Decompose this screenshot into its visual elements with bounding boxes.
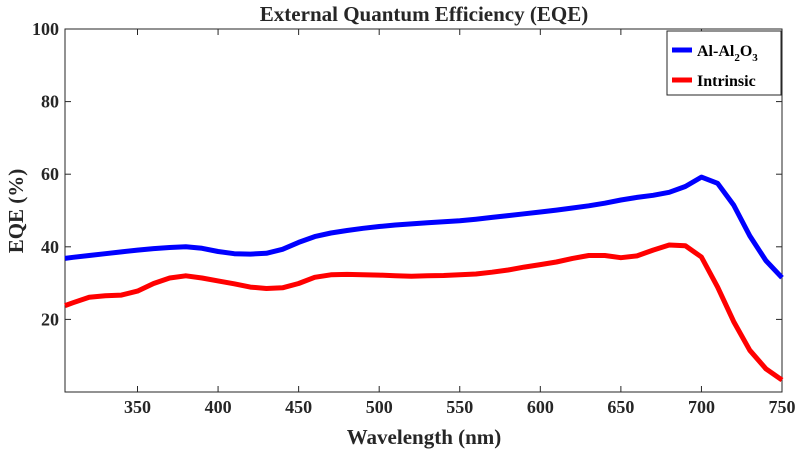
plot-frame <box>64 28 783 393</box>
x-tick-label: 600 <box>527 397 554 417</box>
legend-box <box>666 30 782 96</box>
x-tick-label: 400 <box>205 397 232 417</box>
legend: Al-Al2O3 Intrinsic <box>666 30 782 96</box>
x-tick-label: 450 <box>285 397 312 417</box>
x-tick-label: 550 <box>446 397 473 417</box>
legend-label-mid: O <box>740 43 752 60</box>
series-line-intrinsic <box>64 242 784 383</box>
y-tick-label: 60 <box>41 164 59 184</box>
chart-title: External Quantum Efficiency (EQE) <box>260 2 588 26</box>
x-tick-label: 650 <box>607 397 634 417</box>
x-tick-label: 500 <box>366 397 393 417</box>
y-tick-label: 40 <box>41 237 59 257</box>
x-axis-label: Wavelength (nm) <box>347 425 502 449</box>
y-tick-label: 20 <box>41 309 59 329</box>
y-tick-label: 80 <box>41 92 59 112</box>
x-axis-ticks: 350 400 450 500 550 600 650 700 750 <box>124 29 796 417</box>
series-line-al-al2o3 <box>64 174 784 280</box>
x-tick-label: 750 <box>769 397 796 417</box>
legend-label-al-al2o3: Al-Al2O3 <box>697 43 758 64</box>
legend-label-main: Al-Al <box>697 43 735 60</box>
x-tick-label: 700 <box>688 397 715 417</box>
series-layer <box>64 174 784 383</box>
legend-label-sub2: 3 <box>752 52 758 64</box>
x-tick-label: 350 <box>124 397 151 417</box>
plot-area: 350 400 450 500 550 600 650 700 750 20 40 60 80 100 <box>32 19 796 417</box>
y-axis-ticks: 20 40 60 80 100 <box>32 19 782 329</box>
legend-label-sub1: 2 <box>734 52 740 64</box>
y-tick-label: 100 <box>32 19 59 39</box>
y-axis-label: EQE (%) <box>4 169 28 254</box>
legend-label-intrinsic: Intrinsic <box>697 73 756 90</box>
